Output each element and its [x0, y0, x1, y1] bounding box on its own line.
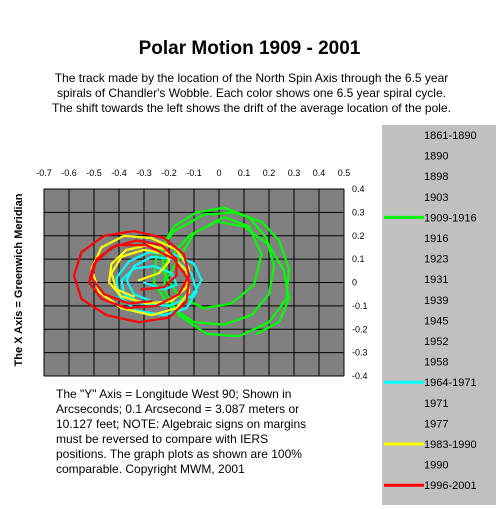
- x-tick-label: -0.7: [36, 168, 52, 178]
- legend-item-label: 1931: [424, 274, 448, 286]
- x-tick-label: -0.6: [61, 168, 77, 178]
- y-tick-label: 0: [352, 278, 357, 288]
- y-tick-label: 0.4: [352, 184, 365, 194]
- y-tick-label: 0.2: [352, 231, 365, 241]
- y-tick-label: -0.1: [352, 301, 368, 311]
- x-tick-label: -0.5: [86, 168, 102, 178]
- legend-item-label: 1952: [424, 336, 448, 348]
- x-tick-label: 0.3: [288, 168, 301, 178]
- legend-item-label: 1990: [424, 460, 448, 472]
- x-tick-label: 0.2: [263, 168, 276, 178]
- y-tick-label: -0.3: [352, 348, 368, 358]
- x-tick-label: 0: [216, 168, 221, 178]
- x-tick-label: -0.4: [111, 168, 127, 178]
- series-group: [72, 206, 291, 338]
- series-line-1909-1916: [152, 206, 291, 338]
- legend-item-label: 1890: [424, 151, 448, 163]
- legend-item-label: 1923: [424, 254, 448, 266]
- legend-item-label: 1945: [424, 315, 448, 327]
- series-line-1996-2001: [72, 230, 191, 324]
- y-tick-label: 0.1: [352, 254, 365, 264]
- chart-description: The track made by the location of the No…: [52, 71, 451, 115]
- legend-item-label: 1977: [424, 418, 448, 430]
- x-tick-label: 0.5: [338, 168, 351, 178]
- y-tick-labels: 0.4 0.3 0.2 0.1 0 -0.1 -0.2 -0.3 -0.4: [352, 184, 368, 381]
- legend-item-label: 1909-1916: [424, 212, 477, 224]
- legend-item-label: 1958: [424, 357, 448, 369]
- y-tick-label: -0.2: [352, 324, 368, 334]
- chart-footnote: The "Y" Axis = Longitude West 90; Shown …: [56, 387, 307, 476]
- legend-item-label: 1861-1890: [424, 130, 477, 142]
- legend-item-label: 1903: [424, 192, 448, 204]
- y-tick-label: 0.3: [352, 207, 365, 217]
- legend-item-label: 1964-1971: [424, 377, 477, 389]
- legend-item-label: 1996-2001: [424, 480, 477, 492]
- legend-item-label: 1898: [424, 171, 448, 183]
- x-tick-label: 0.4: [313, 168, 326, 178]
- legend-item-label: 1939: [424, 295, 448, 307]
- chart-title: Polar Motion 1909 - 2001: [138, 38, 361, 59]
- legend-panel: [382, 125, 496, 505]
- x-tick-label: 0.1: [238, 168, 251, 178]
- y-tick-label: -0.4: [352, 371, 368, 381]
- series-line-1964-1971: [115, 251, 203, 317]
- x-tick-labels: -0.7 -0.6 -0.5 -0.4 -0.3 -0.2 -0.1 0 0.1 0.2 0.3 0.…: [36, 168, 350, 178]
- legend-item-label: 1916: [424, 233, 448, 245]
- legend: 1861-1890 1890 1898 1903 1909-1916 1916 1923 19…: [384, 130, 477, 492]
- legend-item-label: 1971: [424, 398, 448, 410]
- x-tick-label: -0.3: [136, 168, 152, 178]
- x-tick-label: -0.1: [186, 168, 202, 178]
- legend-item-label: 1983-1990: [424, 439, 477, 451]
- x-tick-label: -0.2: [161, 168, 177, 178]
